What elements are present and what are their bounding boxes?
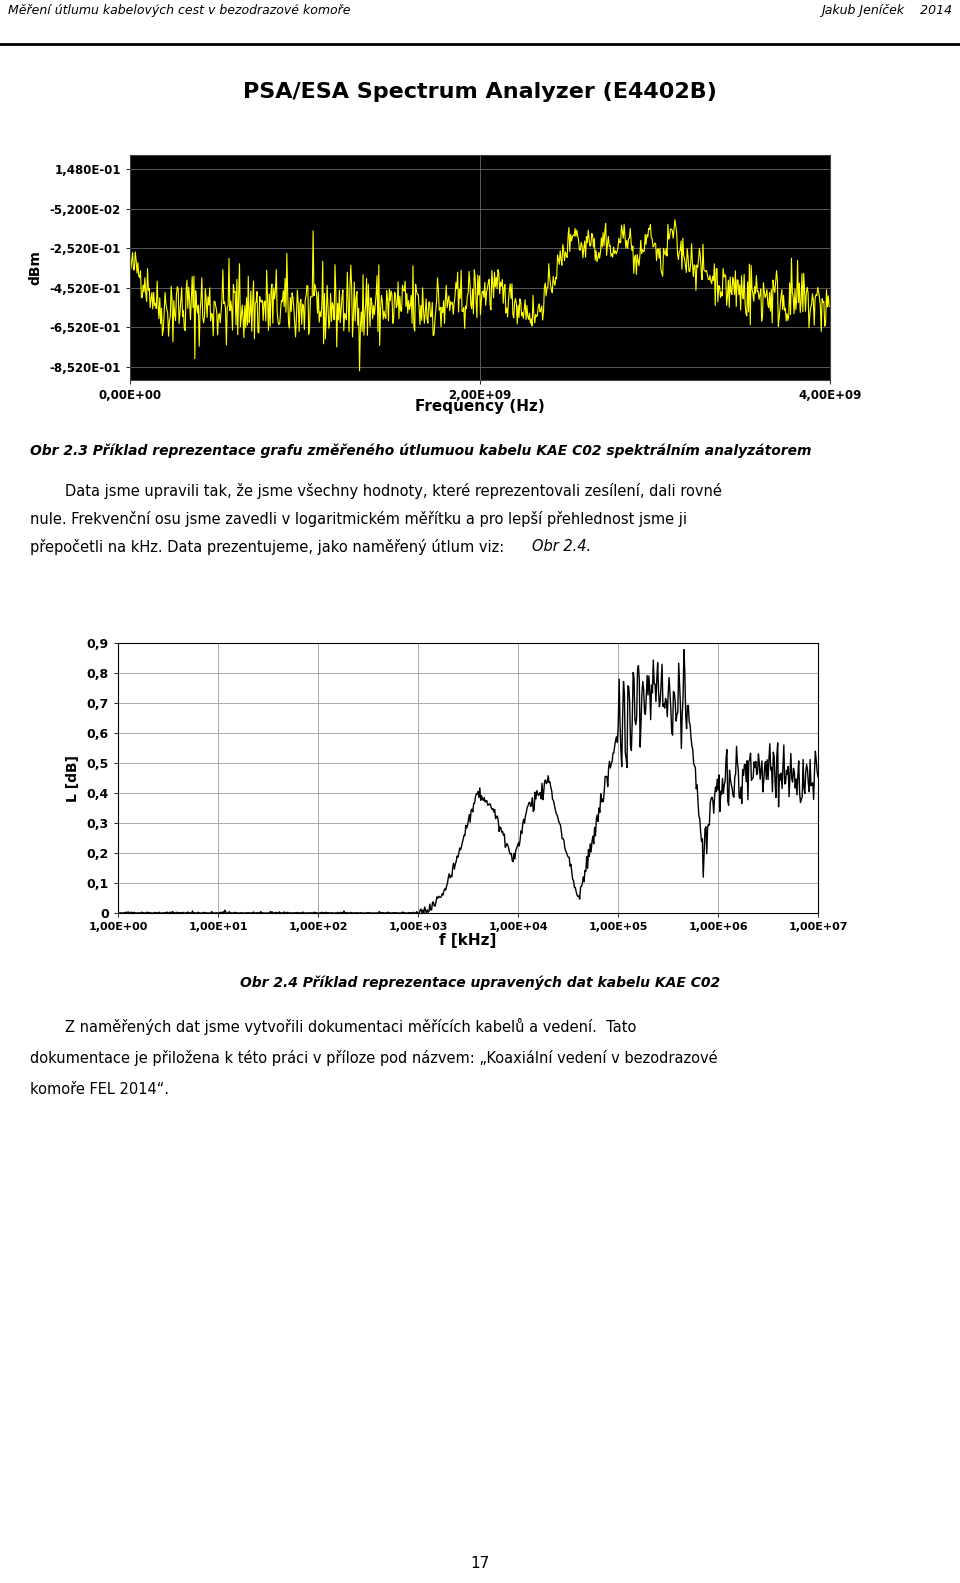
Text: Měření útlumu kabelových cest v bezodrazové komoře: Měření útlumu kabelových cest v bezodraz… xyxy=(8,5,350,17)
Text: Data jsme upravili tak, že jsme všechny hodnoty, které reprezentovali zesílení, : Data jsme upravili tak, že jsme všechny … xyxy=(65,483,722,499)
Text: 17: 17 xyxy=(470,1556,490,1572)
Text: dokumentace je přiložena k této práci v příloze pod názvem: „Koaxiální vedení v : dokumentace je přiložena k této práci v … xyxy=(30,1050,718,1065)
Text: komoře FEL 2014“.: komoře FEL 2014“. xyxy=(30,1083,169,1097)
Text: Obr 2.4.: Obr 2.4. xyxy=(532,538,591,554)
Text: Jakub Jeníček    2014: Jakub Jeníček 2014 xyxy=(821,5,952,17)
Text: PSA/ESA Spectrum Analyzer (E4402B): PSA/ESA Spectrum Analyzer (E4402B) xyxy=(243,82,717,103)
Text: přepočetli na kHz. Data prezentujeme, jako naměřený útlum viz:: přepočetli na kHz. Data prezentujeme, ja… xyxy=(30,538,509,556)
Y-axis label: L [dB]: L [dB] xyxy=(66,755,80,801)
Text: Obr 2.4 Příklad reprezentace upravených dat kabelu KAE C02: Obr 2.4 Příklad reprezentace upravených … xyxy=(240,977,720,991)
Text: Obr 2.3 Příklad reprezentace grafu změřeného útlumuou kabelu KAE C02 spektrálním: Obr 2.3 Příklad reprezentace grafu změře… xyxy=(30,443,811,459)
Y-axis label: dBm: dBm xyxy=(29,250,42,285)
Text: Frequency (Hz): Frequency (Hz) xyxy=(415,399,545,415)
Text: nule. Frekvenční osu jsme zavedli v logaritmickém měřítku a pro lepší přehlednos: nule. Frekvenční osu jsme zavedli v loga… xyxy=(30,511,687,527)
Text: f [kHz]: f [kHz] xyxy=(440,932,496,948)
Text: Z naměřených dat jsme vytvořili dokumentaci měřících kabelů a vedení.  Tato: Z naměřených dat jsme vytvořili dokument… xyxy=(65,1018,636,1035)
